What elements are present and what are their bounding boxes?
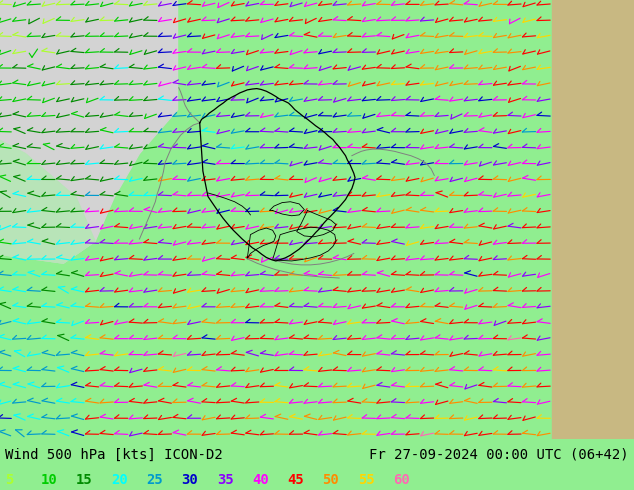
Text: 25: 25 [146, 473, 163, 488]
Text: Fr 27-09-2024 00:00 UTC (06+42): Fr 27-09-2024 00:00 UTC (06+42) [369, 448, 629, 462]
Text: 30: 30 [181, 473, 198, 488]
Text: 15: 15 [75, 473, 93, 488]
Text: 55: 55 [358, 473, 375, 488]
Text: 60: 60 [393, 473, 410, 488]
Text: Wind 500 hPa [kts] ICON-D2: Wind 500 hPa [kts] ICON-D2 [5, 448, 223, 462]
Text: 35: 35 [217, 473, 233, 488]
Text: 45: 45 [287, 473, 304, 488]
Text: 40: 40 [252, 473, 269, 488]
Polygon shape [552, 0, 634, 439]
Text: 5: 5 [5, 473, 13, 488]
Polygon shape [0, 0, 178, 263]
Text: 20: 20 [111, 473, 127, 488]
Polygon shape [0, 140, 95, 263]
Text: 10: 10 [41, 473, 57, 488]
Text: 50: 50 [323, 473, 339, 488]
